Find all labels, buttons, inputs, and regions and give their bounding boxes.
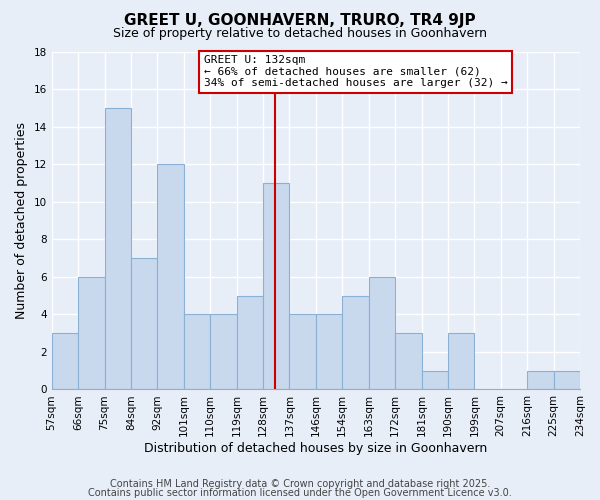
Bar	[342, 296, 368, 390]
Text: Contains HM Land Registry data © Crown copyright and database right 2025.: Contains HM Land Registry data © Crown c…	[110, 479, 490, 489]
Bar	[554, 370, 580, 390]
Bar	[210, 314, 236, 390]
Bar	[448, 333, 475, 390]
Bar	[104, 108, 131, 390]
Bar	[52, 333, 78, 390]
Bar	[527, 370, 554, 390]
Text: Size of property relative to detached houses in Goonhavern: Size of property relative to detached ho…	[113, 28, 487, 40]
Bar	[395, 333, 421, 390]
Bar	[368, 277, 395, 390]
Bar	[184, 314, 210, 390]
Text: GREET U, GOONHAVERN, TRURO, TR4 9JP: GREET U, GOONHAVERN, TRURO, TR4 9JP	[124, 12, 476, 28]
Bar	[263, 183, 289, 390]
Bar	[236, 296, 263, 390]
Bar	[78, 277, 104, 390]
Bar	[157, 164, 184, 390]
Y-axis label: Number of detached properties: Number of detached properties	[15, 122, 28, 319]
Text: GREET U: 132sqm
← 66% of detached houses are smaller (62)
34% of semi-detached h: GREET U: 132sqm ← 66% of detached houses…	[203, 56, 508, 88]
Text: Contains public sector information licensed under the Open Government Licence v3: Contains public sector information licen…	[88, 488, 512, 498]
Bar	[131, 258, 157, 390]
Bar	[421, 370, 448, 390]
Bar	[289, 314, 316, 390]
Bar	[316, 314, 342, 390]
X-axis label: Distribution of detached houses by size in Goonhavern: Distribution of detached houses by size …	[144, 442, 487, 455]
